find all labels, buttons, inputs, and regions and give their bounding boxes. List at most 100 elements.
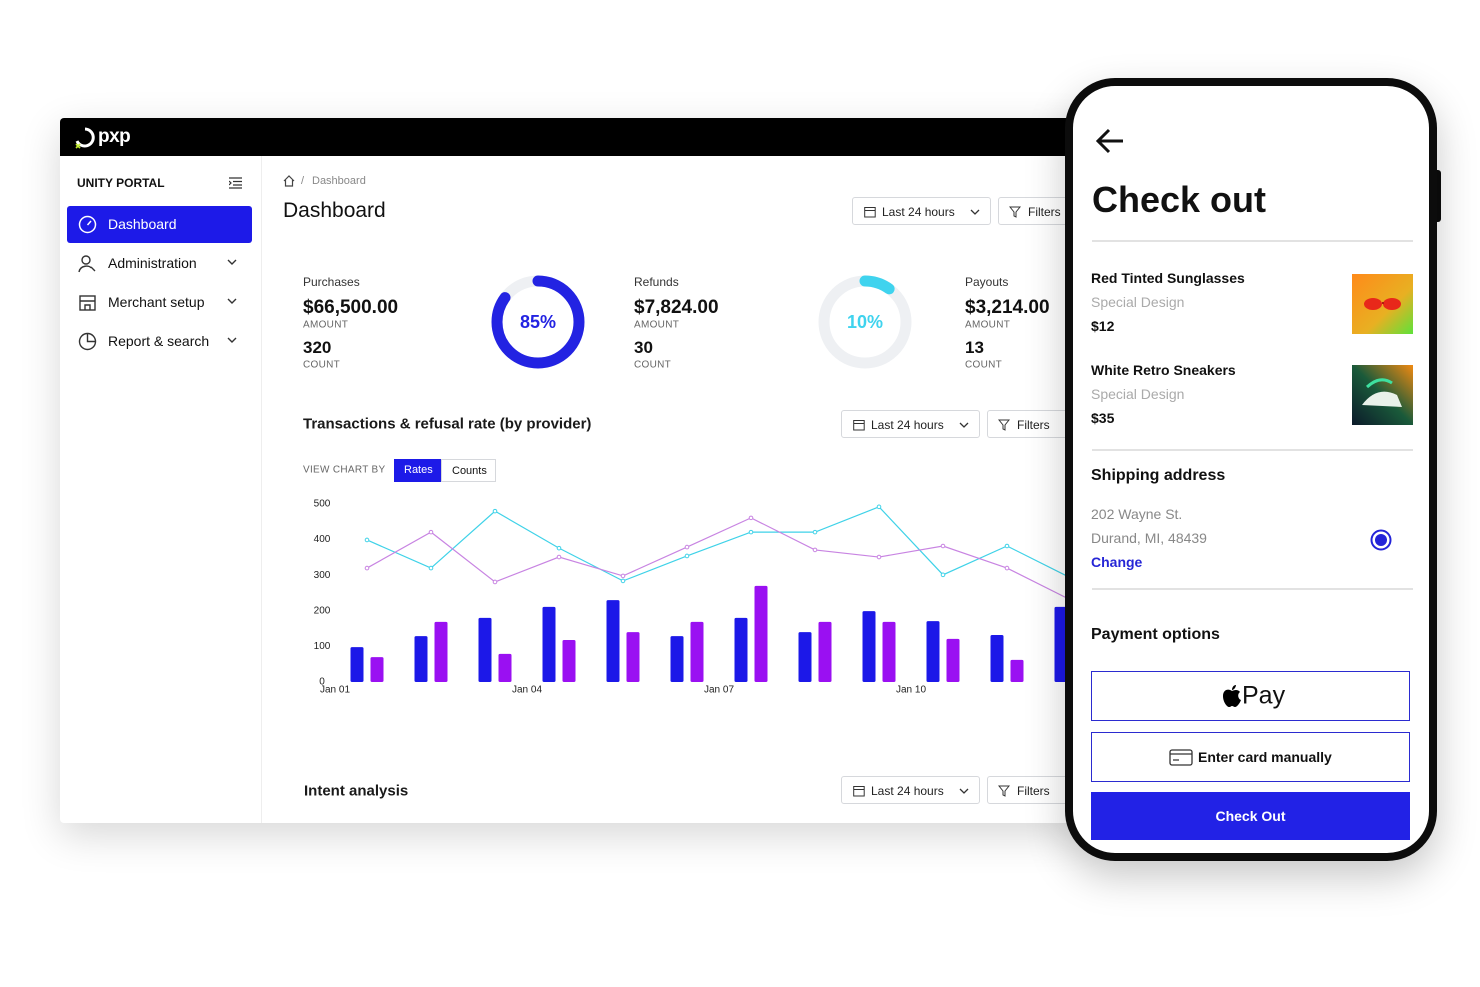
apple-logo — [1223, 685, 1241, 707]
card-icon — [1169, 749, 1193, 766]
filters-button[interactable]: Filters — [987, 410, 1077, 438]
bar — [818, 621, 832, 682]
item-image — [1352, 365, 1413, 425]
chevron — [227, 337, 237, 343]
bar — [606, 600, 620, 682]
y-tick-label: 0 — [319, 677, 325, 688]
phone: Check out Red Tinted Sunglasses Special … — [1065, 78, 1437, 861]
line-point — [428, 565, 434, 571]
divider — [1092, 449, 1413, 451]
section-title: Intent analysis — [304, 782, 409, 800]
x-tick-label: Jan 07 — [704, 685, 734, 696]
bar — [626, 632, 640, 682]
bar — [754, 585, 768, 682]
sidebar-title: UNITY PORTAL — [77, 176, 165, 190]
stat-amount: $66,500.00 — [303, 297, 399, 318]
line-point — [1004, 543, 1010, 549]
stat-caption: COUNT — [634, 359, 672, 371]
chevron — [959, 788, 969, 794]
line-point — [748, 529, 754, 535]
y-tick-label: 200 — [314, 605, 331, 616]
x-tick-label: Jan 10 — [896, 685, 926, 696]
button-label: Check Out — [1215, 808, 1286, 824]
nav-item-active[interactable]: Dashboard — [67, 206, 252, 243]
menu-icon[interactable] — [229, 177, 242, 189]
section-title: Payment options — [1091, 626, 1220, 643]
section-title: Transactions & refusal rate (by provider… — [303, 415, 592, 433]
back-arrow[interactable] — [1095, 128, 1125, 154]
filter-icon — [998, 419, 1010, 431]
bar — [990, 635, 1004, 682]
card-button[interactable]: Enter card manually — [1091, 732, 1410, 782]
line-point — [684, 544, 690, 550]
bar — [498, 653, 512, 682]
toggle-active[interactable]: Rates — [394, 459, 441, 482]
filters-button[interactable]: Filters — [987, 776, 1077, 804]
dashboard-window: pxp UNITY PORTAL Dashboard Administratio… — [60, 118, 1090, 823]
filter-icon — [998, 785, 1010, 797]
chart-layer: 85% 10% 0 100 200 300 400 500 Jan 01 Jan 04 Jan … — [314, 275, 1074, 696]
filter-icon — [1009, 206, 1021, 218]
nav-icon — [78, 215, 97, 234]
y-tick-label: 400 — [314, 534, 331, 545]
stat-caption: AMOUNT — [965, 319, 1011, 331]
breadcrumb[interactable]: Dashboard — [312, 175, 366, 187]
donut-label: 85% — [520, 312, 556, 332]
line-point — [428, 529, 434, 535]
donut-arc — [818, 275, 912, 369]
apple-pay-button[interactable]: Pay — [1091, 671, 1410, 721]
stat-label: Payouts — [965, 275, 1009, 289]
stat-label: Refunds — [634, 275, 679, 289]
line-point — [364, 565, 370, 571]
stat-amount: $3,214.00 — [965, 297, 1050, 318]
line-point — [492, 579, 498, 585]
bar — [1010, 659, 1024, 682]
x-tick-label: Jan 01 — [320, 685, 350, 696]
toggle-label: Counts — [452, 465, 487, 477]
bar — [542, 606, 556, 682]
nav-item[interactable]: Administration — [67, 245, 252, 282]
home-icon[interactable] — [283, 175, 295, 187]
bar — [478, 617, 492, 682]
divider — [1092, 588, 1413, 590]
radio-selected[interactable] — [1370, 529, 1392, 551]
checkout-title: Check out — [1092, 179, 1267, 220]
donut-label: 10% — [847, 312, 883, 332]
nav-icon — [79, 295, 96, 311]
address-line: Durand, MI, 48439 — [1091, 530, 1207, 546]
checkout-button[interactable]: Check Out — [1091, 792, 1410, 840]
x-tick-label: Jan 04 — [512, 685, 542, 696]
date-filter-button[interactable]: Last 24 hours — [852, 197, 991, 225]
button-label: Enter card manually — [1198, 749, 1332, 765]
toggle-label: Rates — [404, 464, 433, 476]
logo: pxp — [98, 126, 131, 147]
stat-caption: COUNT — [303, 359, 341, 371]
bar — [1054, 606, 1068, 682]
line-point — [1004, 565, 1010, 571]
toggle[interactable]: Counts — [441, 459, 496, 482]
stat-count: 30 — [634, 338, 653, 357]
nav-item[interactable]: Merchant setup — [67, 284, 252, 321]
stat-count: 13 — [965, 338, 984, 357]
section-title: Shipping address — [1091, 467, 1226, 484]
item-price: $12 — [1091, 318, 1115, 334]
bar — [414, 636, 428, 682]
bar — [370, 657, 384, 682]
button-label: Last 24 hours — [871, 784, 944, 798]
date-filter-button[interactable]: Last 24 hours — [841, 776, 980, 804]
top-bar: pxp — [60, 118, 1090, 156]
calendar-icon — [853, 420, 865, 431]
bar — [926, 621, 940, 682]
line-point — [812, 529, 818, 535]
date-filter-button[interactable]: Last 24 hours — [841, 410, 980, 438]
chevron — [227, 298, 237, 304]
line-point — [748, 515, 754, 521]
line-point — [556, 545, 562, 551]
nav-icon — [78, 255, 96, 273]
item-name: Red Tinted Sunglasses — [1091, 270, 1245, 286]
nav-item[interactable]: Report & search — [67, 323, 252, 360]
change-link[interactable]: Change — [1091, 554, 1143, 570]
stat-caption: COUNT — [965, 359, 1003, 371]
line-point — [876, 554, 882, 560]
